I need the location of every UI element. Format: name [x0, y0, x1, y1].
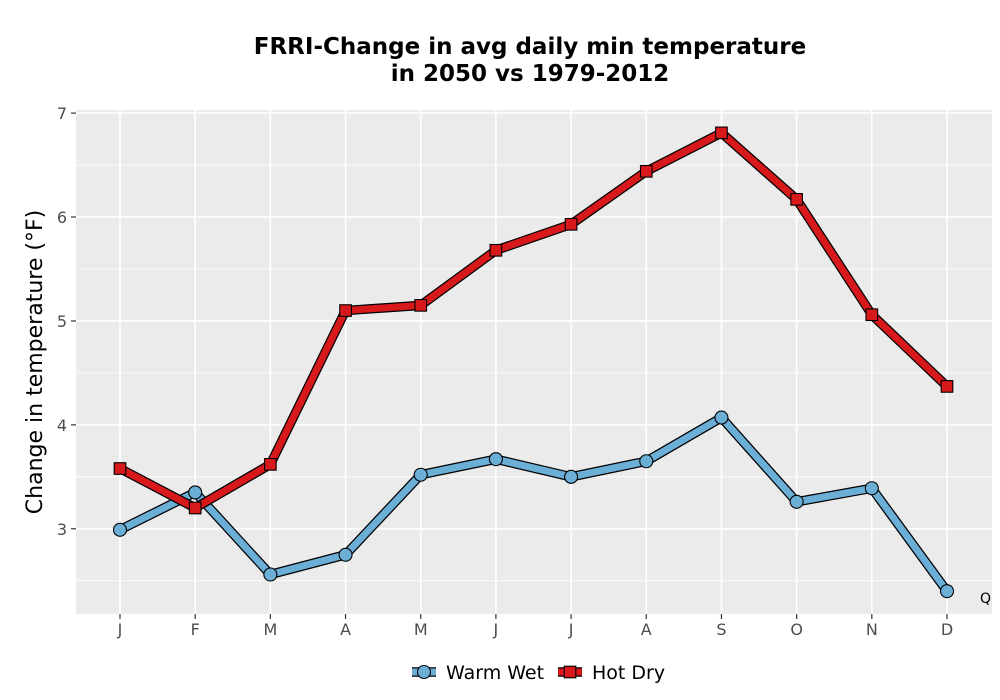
data-point: [489, 243, 503, 257]
x-tick-label: J: [568, 620, 574, 639]
data-point: [488, 452, 503, 467]
data-point: [188, 501, 202, 515]
x-tick-label: A: [641, 620, 652, 639]
data-point: [564, 469, 579, 484]
data-point: [564, 217, 578, 231]
series-layer: [112, 126, 955, 599]
data-point: [414, 299, 428, 312]
x-tick-label: J: [493, 620, 499, 639]
data-point: [940, 380, 954, 393]
plot-panel: [76, 110, 992, 614]
y-tick-label: 7: [57, 104, 67, 123]
legend-label: Hot Dry: [592, 662, 665, 684]
data-point: [639, 454, 654, 469]
x-tick-label: M: [263, 620, 277, 639]
data-point: [865, 308, 879, 322]
data-point: [639, 164, 653, 178]
axes: 3 4 5 6 7 J F M A M J J A S O N D: [57, 104, 953, 639]
series-0: [112, 410, 955, 599]
x-tick-label: M: [414, 620, 428, 639]
chart-title: FRRI-Change in avg daily min temperature…: [254, 34, 806, 87]
corner-mark: Q: [980, 591, 991, 607]
data-point: [939, 584, 955, 599]
legend-key-marker: [563, 665, 577, 679]
legend-item: Warm Wet: [412, 662, 544, 684]
y-tick-label: 3: [57, 520, 67, 539]
x-tick-label: N: [866, 620, 878, 639]
data-point: [264, 458, 277, 471]
y-tick-label: 5: [57, 312, 67, 331]
data-point: [113, 462, 127, 475]
data-point: [790, 193, 803, 206]
x-tick-label: F: [191, 620, 200, 639]
y-tick-label: 6: [57, 208, 67, 227]
x-tick-label: D: [941, 620, 953, 639]
data-point: [714, 410, 729, 425]
x-tick-label: O: [790, 620, 803, 639]
legend-item: Hot Dry: [558, 662, 665, 684]
legend-label: Warm Wet: [446, 662, 544, 684]
data-point: [413, 467, 428, 482]
series-line: [116, 129, 951, 512]
data-point: [338, 547, 353, 562]
series-line: [116, 414, 951, 595]
series-1: [113, 126, 954, 515]
chart-title-line-2: in 2050 vs 1979-2012: [391, 61, 670, 87]
y-axis-title: Change in temperature (°F): [23, 210, 48, 514]
x-tick-label: A: [340, 620, 351, 639]
legend: Warm Wet Hot Dry: [412, 662, 665, 684]
y-tick-label: 4: [57, 416, 67, 435]
data-point: [263, 567, 278, 582]
data-point: [112, 522, 128, 537]
x-tick-label: S: [716, 620, 726, 639]
data-point: [715, 126, 728, 140]
legend-key-marker: [416, 664, 432, 680]
x-tick-label: J: [117, 620, 123, 639]
data-point: [188, 485, 203, 500]
chart-title-line-1: FRRI-Change in avg daily min temperature: [254, 34, 806, 60]
data-point: [339, 304, 352, 317]
data-point: [789, 494, 804, 509]
data-point: [864, 481, 879, 496]
